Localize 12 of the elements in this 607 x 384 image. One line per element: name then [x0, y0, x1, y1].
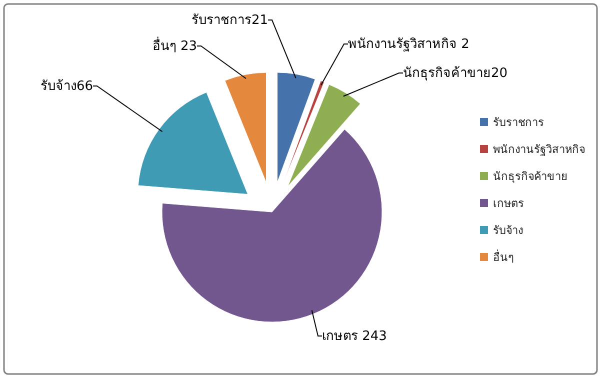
- legend-label: นักธุรกิจค้าขาย: [493, 170, 567, 183]
- data-label: อื่นๆ 23: [152, 37, 197, 54]
- legend-label: รับราชการ: [493, 116, 544, 129]
- legend-label: อื่นๆ: [493, 249, 514, 264]
- legend-label: รับจ้าง: [493, 224, 523, 237]
- legend-label: พนักงานรัฐวิสาหกิจ: [493, 143, 585, 156]
- data-label: พนักงานรัฐวิสาหกิจ 2: [348, 37, 470, 52]
- data-label: นักธุรกิจค้าขาย20: [403, 66, 508, 81]
- data-label: เกษตร 243: [322, 329, 387, 344]
- legend-label: เกษตร: [493, 197, 524, 210]
- data-label: รับจ้าง66: [40, 79, 93, 94]
- data-label: รับราชการ21: [191, 13, 268, 28]
